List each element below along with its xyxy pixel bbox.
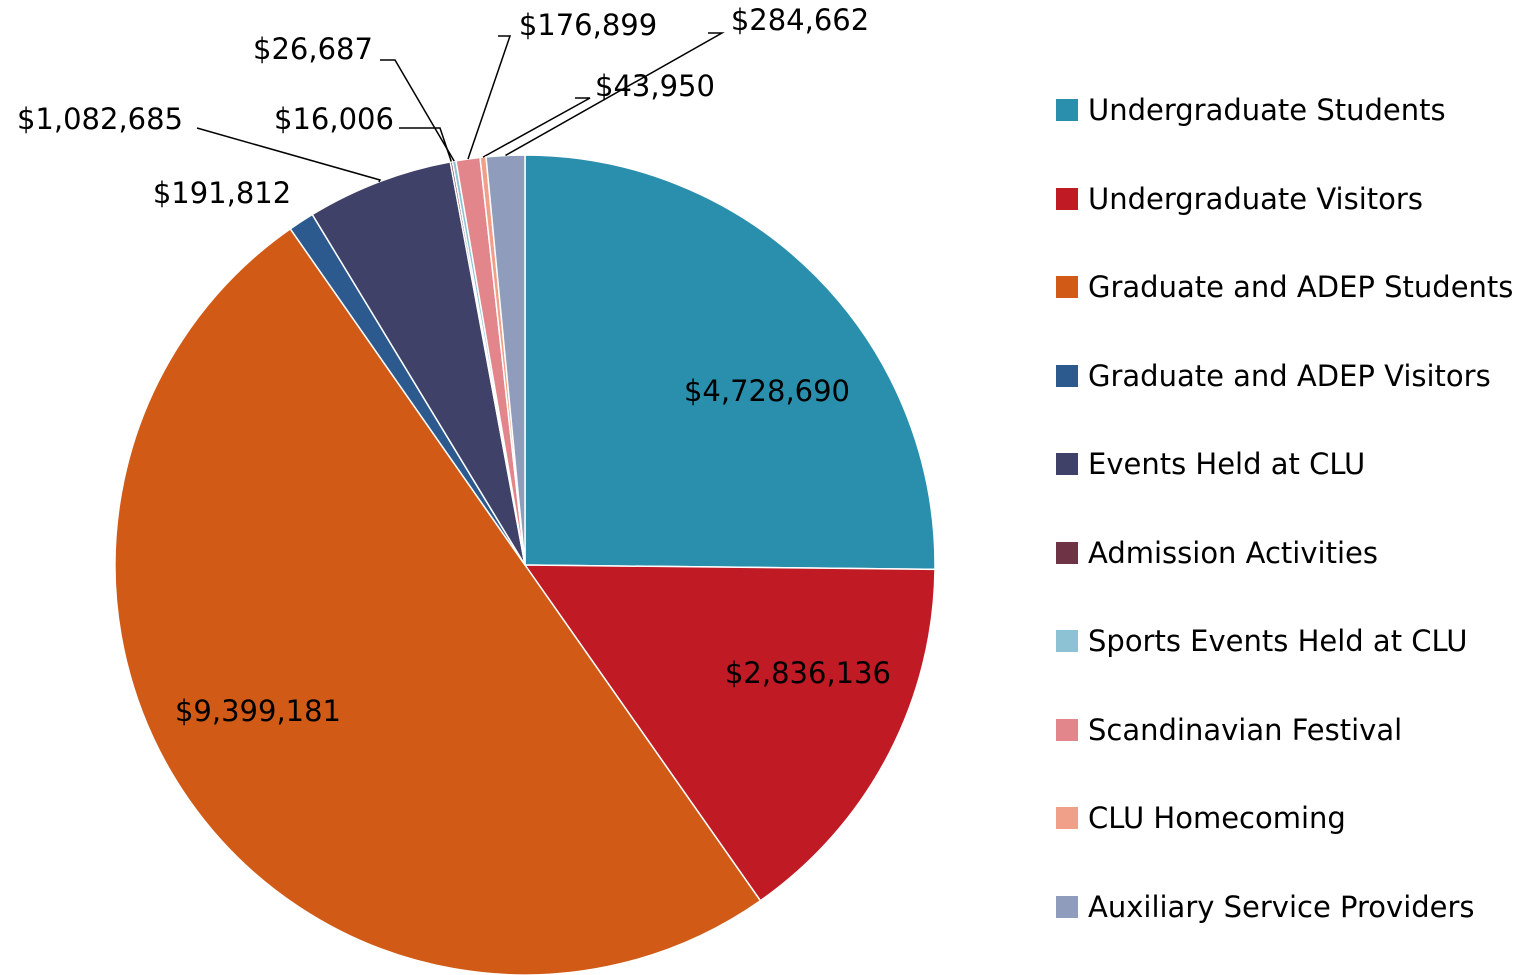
legend-entry: Graduate and ADEP Visitors	[1056, 332, 1524, 421]
data-label: $43,950	[595, 69, 715, 103]
legend-swatch	[1056, 453, 1078, 476]
legend-entry: Scandinavian Festival	[1056, 686, 1524, 775]
legend-label: Sports Events Held at CLU	[1088, 624, 1468, 659]
data-label: $4,728,690	[684, 374, 850, 408]
legend-label: Undergraduate Students	[1088, 93, 1446, 128]
pie-slice	[311, 160, 526, 566]
leader-line	[399, 127, 453, 162]
leader-line	[380, 59, 455, 162]
legend-entry: Undergraduate Students	[1056, 66, 1524, 155]
data-label: $2,836,136	[725, 656, 891, 690]
legend-swatch	[1056, 718, 1078, 741]
legend-entry: Events Held at CLU	[1056, 420, 1524, 509]
data-label: $26,687	[253, 32, 373, 66]
legend-swatch	[1056, 541, 1078, 564]
legend-label: Auxiliary Service Providers	[1088, 889, 1475, 924]
legend-entry: Auxiliary Service Providers	[1056, 863, 1524, 952]
pie-slice	[524, 154, 936, 571]
pie-chart: $4,728,690 $2,836,136 $9,399,181 $191,812 $1…	[17, 3, 936, 975]
legend-entry: Admission Activities	[1056, 509, 1524, 598]
legend-swatch	[1056, 99, 1078, 122]
data-label: $9,399,181	[175, 694, 341, 728]
pie-slice	[523, 564, 936, 902]
legend-swatch	[1056, 630, 1078, 653]
leader-line	[467, 35, 512, 160]
legend-label: Scandinavian Festival	[1088, 712, 1403, 747]
data-label: $176,899	[519, 8, 657, 42]
legend-swatch	[1056, 276, 1078, 299]
legend-entry: Sports Events Held at CLU	[1056, 597, 1524, 686]
legend-entry: Graduate and ADEP Students	[1056, 243, 1524, 332]
legend-swatch	[1056, 807, 1078, 830]
data-label: $284,662	[731, 3, 869, 37]
legend-label: Graduate and ADEP Visitors	[1088, 358, 1491, 393]
legend-label: Admission Activities	[1088, 535, 1378, 570]
leader-line	[505, 32, 725, 157]
leader-line	[196, 127, 382, 183]
pie-slice	[114, 227, 762, 975]
legend-label: CLU Homecoming	[1088, 801, 1346, 836]
legend-label: Events Held at CLU	[1088, 447, 1366, 482]
legend-swatch	[1056, 895, 1078, 918]
legend-entry: CLU Homecoming	[1056, 774, 1524, 863]
data-label: $16,006	[274, 102, 394, 136]
legend-label: Graduate and ADEP Students	[1088, 270, 1514, 305]
legend-swatch	[1056, 364, 1078, 387]
legend-label: Undergraduate Visitors	[1088, 181, 1423, 216]
legend-entry: Undergraduate Visitors	[1056, 155, 1524, 244]
legend: Undergraduate Students Undergraduate Visi…	[1056, 66, 1524, 951]
leader-line	[482, 97, 591, 158]
data-label: $1,082,685	[17, 102, 183, 136]
data-label: $191,812	[153, 176, 291, 210]
legend-swatch	[1056, 187, 1078, 210]
pie-slice	[485, 154, 526, 566]
